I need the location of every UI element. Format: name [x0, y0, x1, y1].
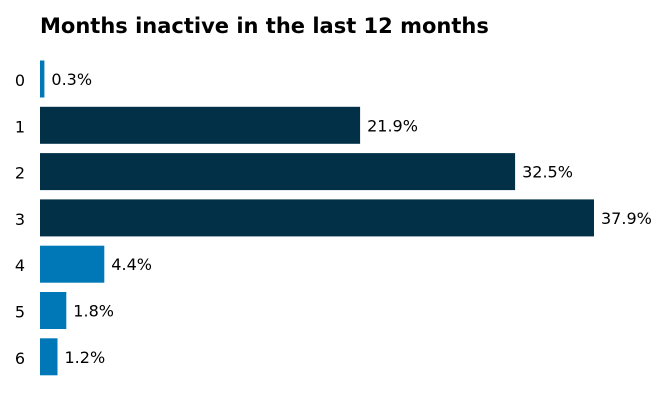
- bar-4: [40, 245, 105, 283]
- y-tick-label-3: 3: [15, 210, 25, 229]
- data-label-6: 1.2%: [65, 348, 106, 367]
- y-tick-label-4: 4: [15, 256, 25, 275]
- chart-title: Months inactive in the last 12 months: [40, 14, 489, 38]
- bar-6: [40, 338, 58, 376]
- bar-5: [40, 292, 67, 329]
- y-tick-label-2: 2: [15, 164, 25, 183]
- data-label-2: 32.5%: [522, 163, 573, 182]
- bar-3: [40, 199, 594, 237]
- bar-0: [40, 60, 45, 98]
- y-tick-label-5: 5: [15, 303, 25, 322]
- bar-1: [40, 106, 361, 144]
- bars-group: [40, 60, 594, 376]
- data-label-5: 1.8%: [73, 302, 114, 321]
- data-labels-group: 0.3% 21.9% 32.5% 37.9% 4.4% 1.8% 1.2%: [51, 70, 651, 367]
- y-tick-label-1: 1: [15, 117, 25, 136]
- data-label-1: 21.9%: [367, 116, 418, 135]
- data-label-4: 4.4%: [111, 255, 152, 274]
- y-tick-label-0: 0: [15, 71, 25, 90]
- data-label-3: 37.9%: [601, 209, 652, 228]
- y-tick-label-6: 6: [15, 349, 25, 368]
- y-axis-ticks: 0 1 2 3 4 5 6: [15, 71, 25, 368]
- data-label-0: 0.3%: [51, 70, 92, 89]
- bar-2: [40, 153, 516, 191]
